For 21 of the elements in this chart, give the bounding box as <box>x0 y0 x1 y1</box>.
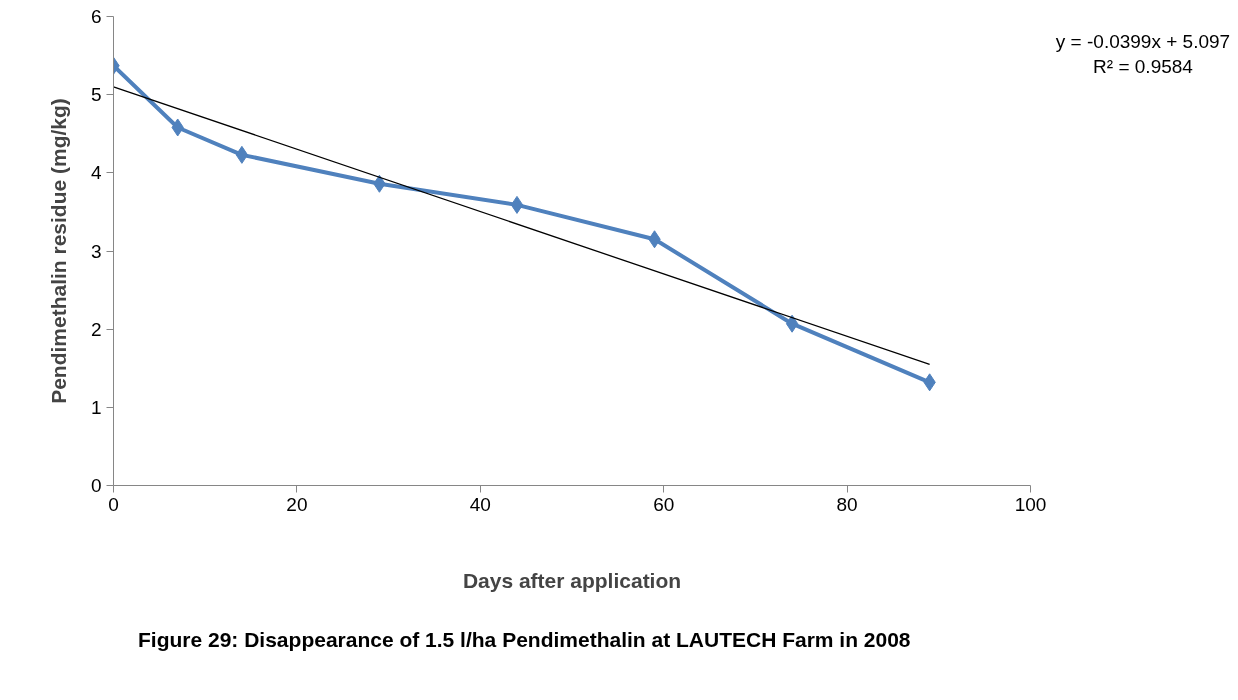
y-tick-label: 4 <box>90 162 102 184</box>
text: y = -0.0399x + 5.097 <box>1055 31 1231 52</box>
x-tick-label: 0 <box>108 493 119 515</box>
caption: Figure 29: Disappearance of 1.5 l/ha Pendimethalin at LAUTECH Farm in 2008 <box>138 627 911 653</box>
x-tick-label: 100 <box>1014 493 1047 515</box>
y-tick-label: 1 <box>90 396 102 418</box>
y-tick-label: 2 <box>90 318 102 340</box>
x-tick-label: 20 <box>286 493 308 515</box>
x-axis-title: Days after application <box>462 568 682 592</box>
y-axis-title: Pendimethalin residue (mg/kg) <box>46 98 70 404</box>
y-tick-label: 0 <box>90 475 102 496</box>
point <box>510 195 524 214</box>
x-tick-label: 80 <box>836 493 858 515</box>
point <box>235 145 249 164</box>
x-tick-label: 60 <box>653 493 675 515</box>
y-tick-label: 6 <box>90 6 102 27</box>
y-tick-label: 5 <box>90 84 102 106</box>
text: R² = 0.9584 <box>1093 55 1193 77</box>
y-tick-label: 3 <box>90 240 102 262</box>
point <box>785 314 799 333</box>
x-tick-label: 40 <box>469 493 491 515</box>
